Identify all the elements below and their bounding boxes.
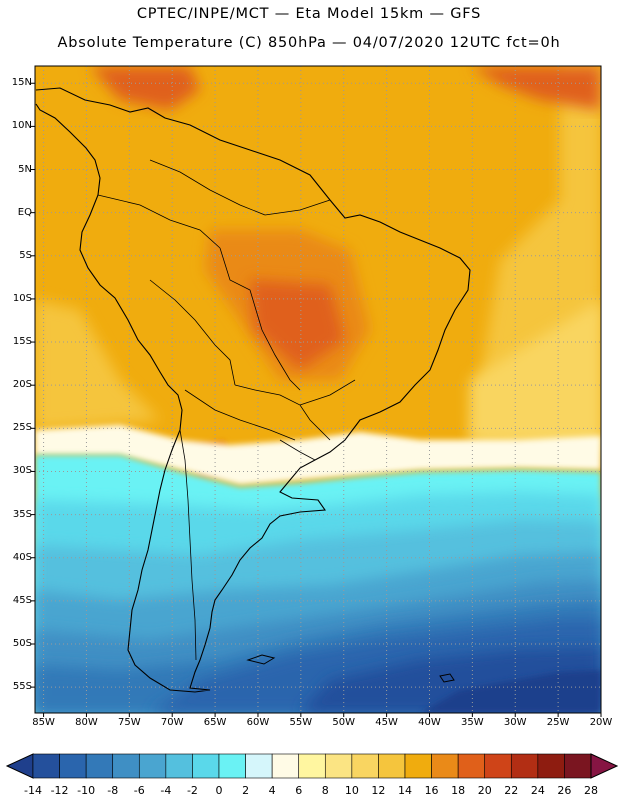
islands bbox=[246, 654, 455, 683]
lon-label: 25W bbox=[546, 717, 570, 728]
colorbar-label: 18 bbox=[451, 784, 466, 797]
lon-label: 45W bbox=[375, 717, 398, 728]
colorbar-label: 24 bbox=[530, 784, 545, 797]
lat-label: 55S bbox=[12, 681, 32, 693]
lat-label: 5N bbox=[18, 163, 32, 175]
lat-label: 35S bbox=[12, 508, 32, 520]
colorbar-label: -12 bbox=[50, 784, 69, 797]
colorbar-label: 12 bbox=[371, 784, 386, 797]
colorbar-swatch bbox=[138, 753, 167, 779]
colorbar bbox=[5, 753, 618, 779]
colorbar-min-arrow bbox=[5, 753, 34, 779]
map-frame bbox=[34, 65, 602, 714]
lon-label: 40W bbox=[418, 717, 441, 728]
colorbar-label: -2 bbox=[186, 784, 198, 797]
colorbar-swatch bbox=[510, 753, 539, 779]
colorbar-label: 28 bbox=[584, 784, 598, 797]
lat-label: 20S bbox=[12, 379, 32, 391]
colorbar-swatch bbox=[324, 753, 353, 779]
colorbar-max-arrow bbox=[590, 753, 618, 779]
colorbar-label: 22 bbox=[504, 784, 519, 797]
colorbar-label: 14 bbox=[398, 784, 412, 797]
lon-label: 55W bbox=[289, 717, 313, 728]
lon-label: 60W bbox=[246, 717, 270, 728]
colorbar-label: -4 bbox=[160, 784, 172, 797]
colorbar-label: 20 bbox=[477, 784, 492, 797]
lat-label: 10S bbox=[12, 292, 32, 304]
lat-label: 40S bbox=[12, 551, 32, 563]
colorbar-label: -8 bbox=[107, 784, 119, 797]
lat-label: EQ bbox=[17, 206, 32, 218]
lat-label: 5S bbox=[19, 249, 32, 261]
colorbar-swatch bbox=[378, 753, 406, 779]
colorbar-swatch bbox=[192, 753, 220, 779]
lon-label: 35W bbox=[461, 717, 484, 728]
colorbar-swatch bbox=[484, 753, 512, 779]
colorbar-swatch bbox=[457, 753, 486, 779]
lon-label: 30W bbox=[503, 717, 527, 728]
colorbar-label: 2 bbox=[242, 784, 250, 797]
colorbar-swatch bbox=[431, 753, 459, 779]
lon-label: 85W bbox=[32, 717, 55, 728]
field-pacific-yellow bbox=[35, 300, 160, 430]
map-title: CPTEC/INPE/MCT — Eta Model 15km — GFS bbox=[136, 6, 482, 22]
colorbar-swatch bbox=[32, 753, 60, 779]
south-america-coastline bbox=[35, 87, 471, 693]
colorbar-swatch bbox=[85, 753, 114, 779]
colorbar-swatch bbox=[59, 753, 87, 779]
colorbar-label: 4 bbox=[268, 784, 276, 797]
lon-label: 75W bbox=[118, 717, 141, 728]
colorbar-label: -10 bbox=[77, 784, 96, 797]
colorbar-swatch bbox=[351, 753, 379, 779]
country-borders bbox=[97, 159, 356, 661]
lat-label: 15N bbox=[11, 77, 32, 89]
colorbar-swatch bbox=[245, 753, 273, 779]
lon-label: 70W bbox=[160, 717, 184, 728]
lon-label: 50W bbox=[332, 717, 356, 728]
lat-label: 25S bbox=[12, 422, 32, 434]
colorbar-swatch bbox=[165, 753, 193, 779]
lat-label: 45S bbox=[12, 594, 32, 606]
colorbar-swatch bbox=[271, 753, 300, 779]
colorbar-label: 16 bbox=[424, 784, 439, 797]
colorbar-label: 10 bbox=[344, 784, 359, 797]
colorbar-swatch bbox=[298, 753, 326, 779]
lat-label: 10N bbox=[11, 120, 32, 132]
colorbar-swatch bbox=[564, 753, 592, 779]
lon-label: 65W bbox=[203, 717, 227, 728]
lat-label: 30S bbox=[12, 465, 32, 477]
map-subtitle: Absolute Temperature (C) 850hPa — 04/07/… bbox=[57, 35, 561, 51]
colorbar-label: -6 bbox=[133, 784, 145, 797]
axis-ticks bbox=[31, 82, 602, 717]
colorbar-label: 26 bbox=[557, 784, 572, 797]
colorbar-swatch bbox=[537, 753, 565, 779]
colorbar-swatch bbox=[218, 753, 246, 779]
colorbar-label: 8 bbox=[321, 784, 329, 797]
lat-label: 50S bbox=[12, 637, 32, 649]
colorbar-label: 6 bbox=[295, 784, 303, 797]
colorbar-swatch bbox=[404, 753, 432, 779]
lon-label: 80W bbox=[75, 717, 98, 728]
temperature-field bbox=[35, 66, 601, 713]
colorbar-label: 0 bbox=[215, 784, 223, 797]
colorbar-swatch bbox=[112, 753, 140, 779]
colorbar-label: -14 bbox=[24, 784, 42, 797]
lat-label: 15S bbox=[12, 336, 32, 348]
lon-label: 20W bbox=[589, 717, 613, 728]
